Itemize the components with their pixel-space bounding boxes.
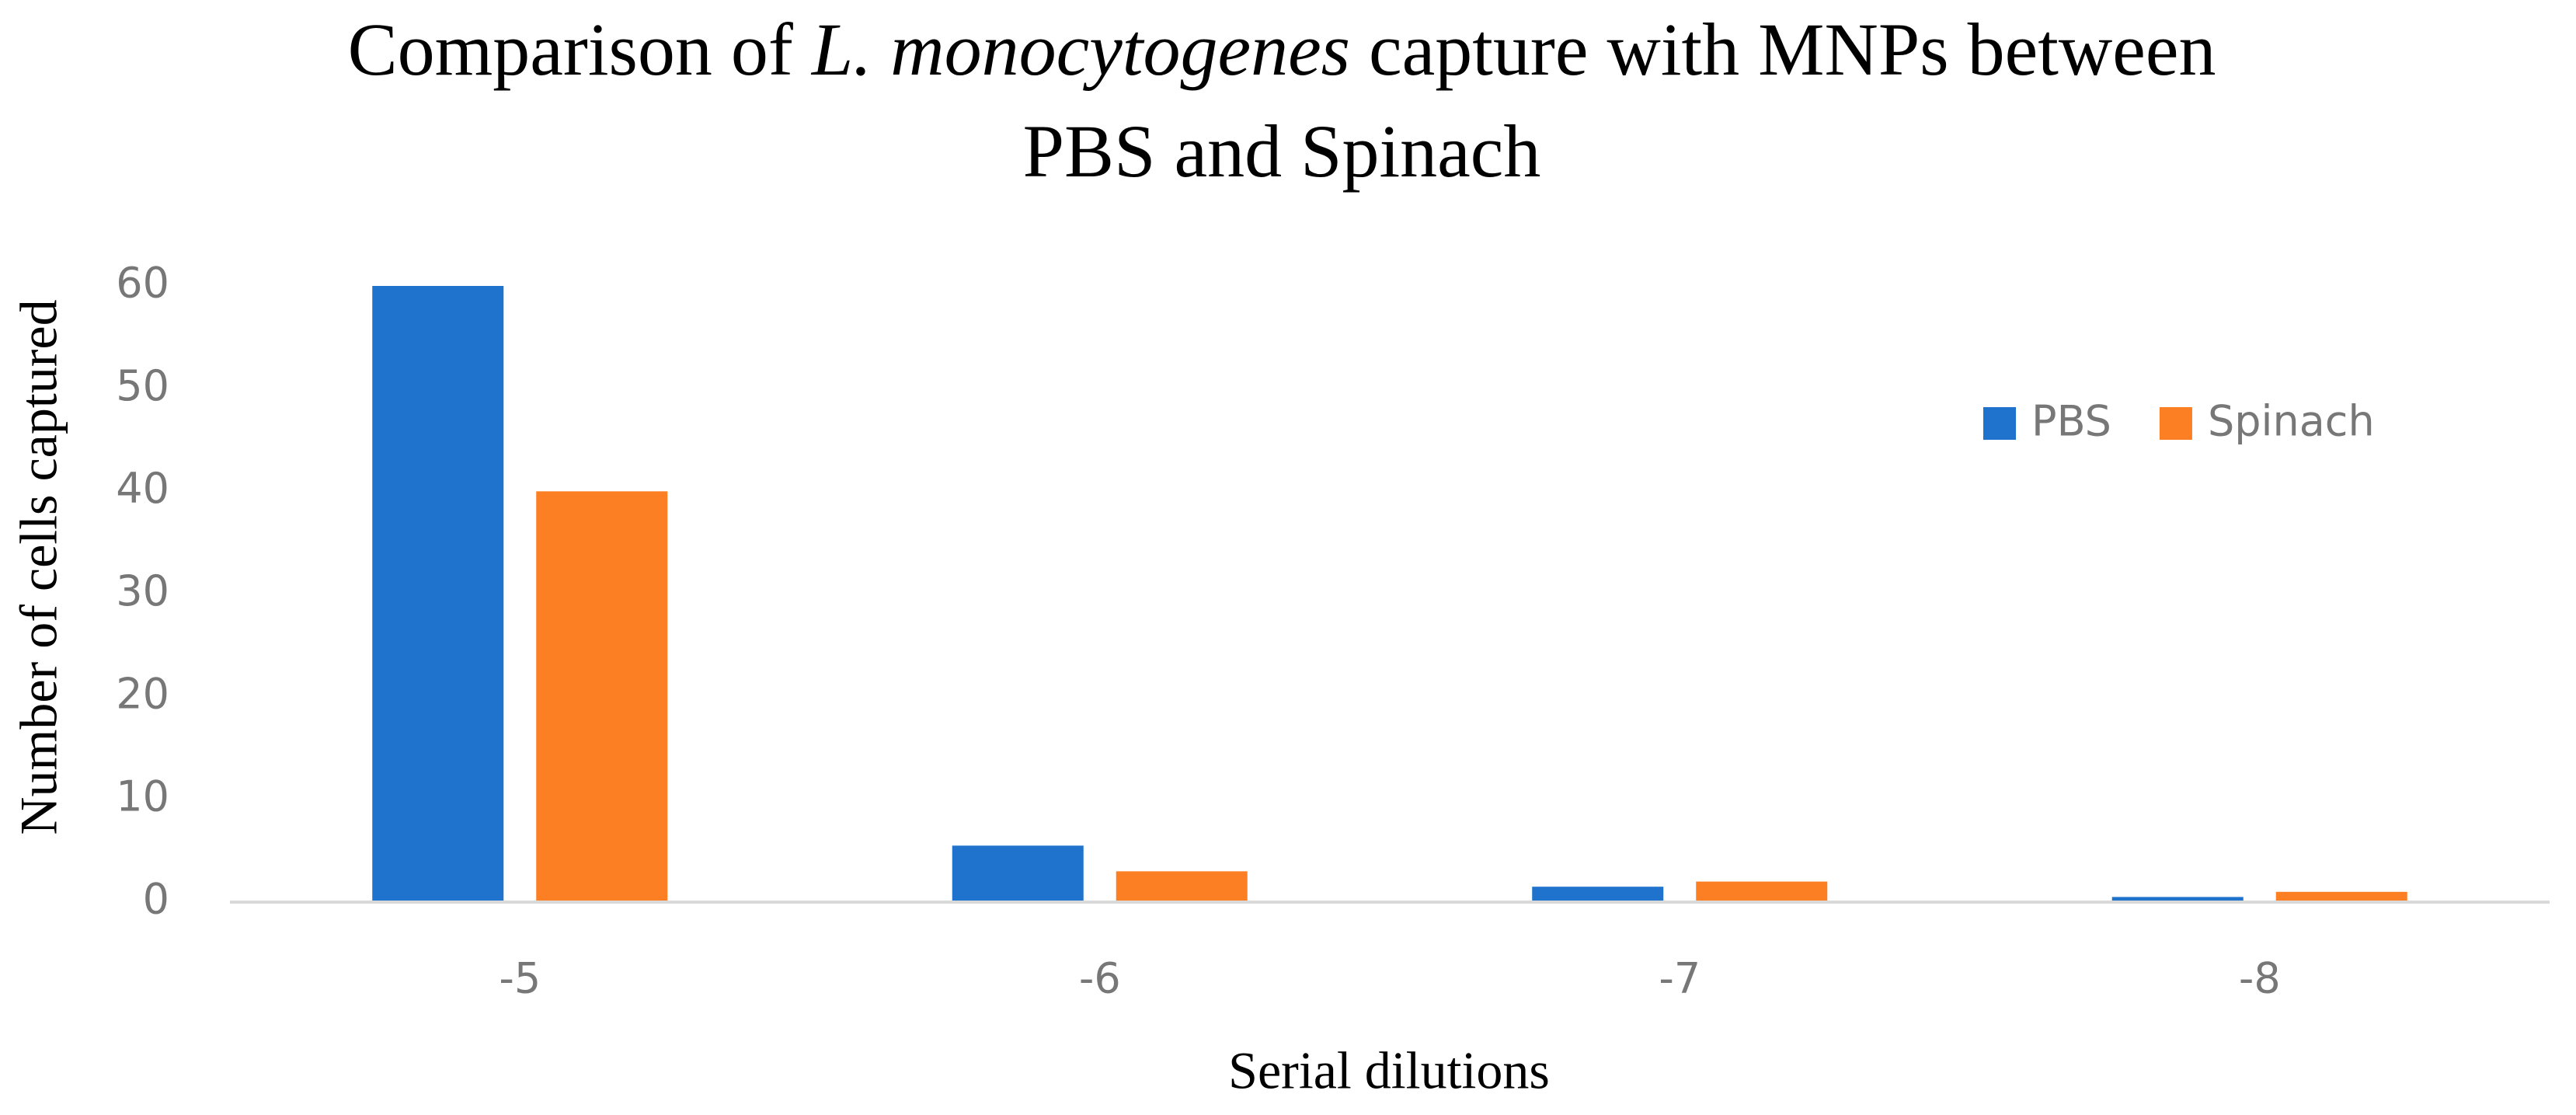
y-axis-label: Number of cells captured [9,299,68,835]
chart-title: Comparison of L. monocytogenes capture w… [348,8,2216,193]
y-tick-label: 20 [116,669,169,718]
bar [2111,897,2244,902]
y-tick-label: 60 [116,259,169,308]
title-run: PBS and Spinach [1023,110,1541,193]
legend-swatch [1983,407,2016,440]
bar [1116,871,1248,902]
x-tick-label: -5 [499,954,541,1003]
y-tick-label: 10 [116,772,169,821]
title-run: capture with MNPs between [1350,8,2216,91]
y-tick-label: 40 [116,464,169,513]
x-tick-label: -7 [1659,954,1701,1003]
bar [1696,881,1828,902]
bar [372,286,504,902]
x-tick-label: -8 [2239,954,2281,1003]
y-tick-label: 50 [116,361,169,410]
x-tick-label: -6 [1079,954,1121,1003]
bar [536,491,668,902]
bar [2275,891,2407,902]
x-axis-label: Serial dilutions [1228,1041,1550,1100]
y-tick-label: 0 [143,875,169,924]
title-run: Comparison of [348,8,812,91]
bar [952,845,1084,902]
legend-label: PBS [2031,397,2111,446]
title-run: L. monocytogenes [810,8,1350,91]
bar [1532,887,1664,902]
legend-label: Spinach [2208,397,2375,446]
y-tick-label: 30 [116,566,169,615]
legend-swatch [2159,407,2192,440]
